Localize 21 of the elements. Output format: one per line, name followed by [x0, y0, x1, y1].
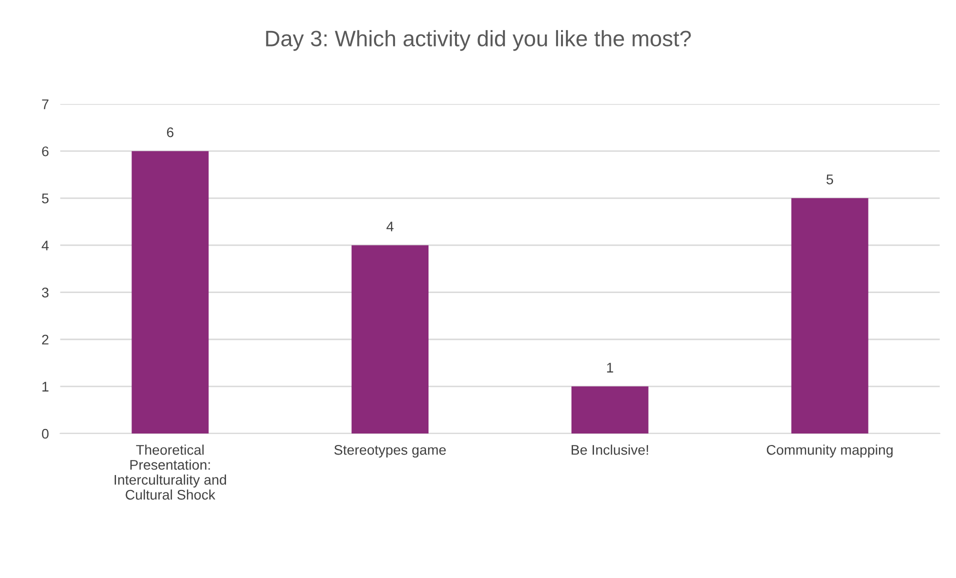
y-tick-label: 5 [42, 194, 49, 204]
x-tick-label: Theoretical Presentation: Interculturality and Cultural Shock [114, 444, 226, 500]
bar [132, 151, 209, 434]
data-label: 4 [386, 222, 394, 232]
bar [352, 245, 429, 434]
x-tick-label: Community mapping [766, 444, 893, 458]
bar [791, 198, 868, 434]
x-tick-label: Be Inclusive! [572, 444, 648, 455]
chart-title: Day 3: Which activity did you like the most? [266, 30, 691, 51]
data-label: 6 [167, 127, 174, 138]
x-tick-label: Stereotypes game [334, 444, 446, 458]
y-tick-label: 1 [42, 382, 48, 392]
bar [571, 386, 648, 434]
data-label: 5 [826, 174, 834, 184]
data-label: 1 [607, 362, 614, 372]
y-tick-label: 4 [42, 240, 49, 250]
y-tick-label: 7 [42, 100, 48, 110]
y-tick-label: 6 [42, 146, 49, 156]
y-tick-label: 0 [42, 428, 49, 439]
y-tick-label: 2 [42, 334, 48, 344]
y-tick-label: 3 [42, 288, 49, 298]
